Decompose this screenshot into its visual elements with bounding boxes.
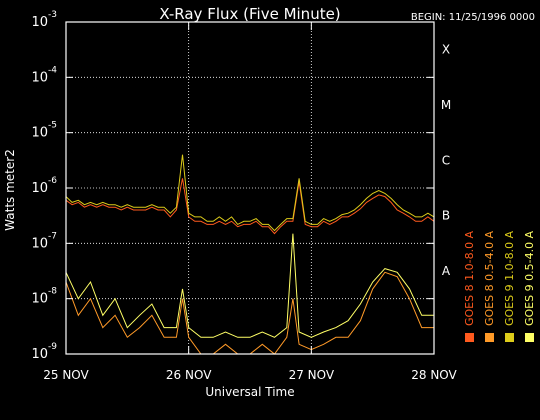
y-tick-label: 10 [31,70,48,85]
legend-swatch [505,333,514,342]
y-tick-label: 10 [31,236,48,251]
x-tick-label: 26 NOV [166,368,212,382]
y-tick-labels: 10-910-810-710 -610-510-410-3 [31,10,434,362]
x-tick-label: 28 NOV [411,368,457,382]
x-tick-label: 25 NOV [43,368,89,382]
begin-date-label: BEGIN: 11/25/1996 0000 [411,12,535,23]
flare-class-label: A [442,264,451,278]
y-tick-label: 10 [31,126,48,141]
y-tick-exponent: -6 [48,176,57,186]
flare-class-label: X [442,43,450,57]
y-tick-exponent: -9 [48,342,57,352]
legend-swatch [525,333,534,342]
chart-title: X-Ray Flux (Five Minute) [159,5,340,23]
y-tick-label: 10 [31,181,48,196]
x-axis-label: Universal Time [205,385,294,399]
legend-swatch [485,333,494,342]
y-tick-exponent: -8 [48,287,57,297]
series-line [65,233,434,338]
flare-class-label: B [442,209,450,223]
legend: GOES 8 1.0-8.0 A GOES 8 0.5-4.0 A GOES 9 1… [463,230,536,342]
grid [66,22,434,354]
legend-swatch [465,333,474,342]
y-tick-exponent: -4 [48,65,57,75]
legend-label: GOES 9 1.0-8.0 A [503,230,516,326]
y-tick-exponent: -3 [48,10,57,20]
flare-class-label: M [441,98,451,112]
y-tick-label: 10 [31,347,48,362]
x-tick-labels: 25 NOV 26 NOV 27 NOV 28 NOV [43,22,458,382]
flare-class-labels: A B C M X [441,43,451,278]
y-tick-exponent: -7 [48,231,57,241]
legend-label: GOES 9 0.5-4.0 A [523,230,536,326]
series-line [65,154,435,232]
x-tick-label: 27 NOV [289,368,335,382]
y-tick-label: 10 [31,15,48,30]
flare-class-label: C [442,153,450,167]
y-tick-exponent: -5 [48,121,57,131]
series-line [65,178,435,235]
legend-label: GOES 8 0.5-4.0 A [483,230,496,326]
legend-label: GOES 8 1.0-8.0 A [463,230,476,326]
y-tick-label: 10 [31,292,48,307]
y-axis-label: Watts meter2 [3,149,17,231]
